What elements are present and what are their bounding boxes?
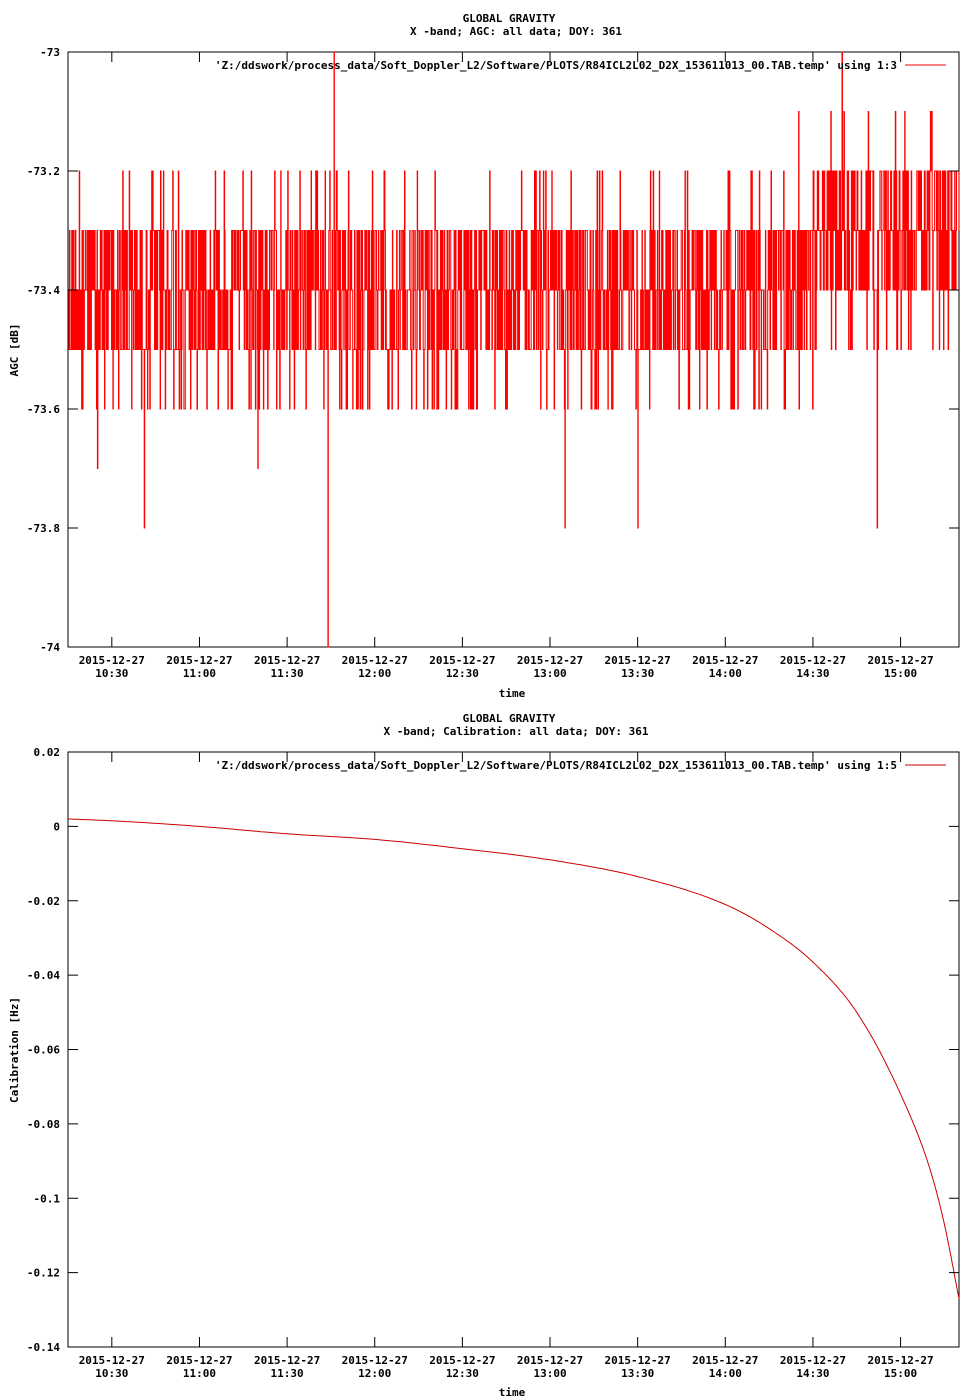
x-tick-time-label: 11:00 [183, 1367, 216, 1380]
x-tick-time-label: 15:00 [884, 667, 917, 680]
calibration-series-line [67, 818, 960, 1299]
agc-y-axis: -73 -73.2 -73.4 -73.6 -73.8 -74 [27, 46, 959, 654]
y-tick-label: -0.12 [27, 1267, 60, 1280]
x-tick-time-label: 13:00 [533, 1367, 566, 1380]
x-tick-time-label: 14:30 [796, 667, 829, 680]
x-tick-date-label: 2015-12-27 [429, 654, 495, 667]
x-tick-date-label: 2015-12-27 [79, 654, 145, 667]
y-tick-label: -73.8 [27, 522, 60, 535]
x-tick-time-label: 14:00 [709, 667, 742, 680]
x-tick-time-label: 10:30 [95, 667, 128, 680]
y-tick-label: -73.2 [27, 165, 60, 178]
x-tick-date-label: 2015-12-27 [254, 1354, 320, 1367]
x-tick-date-label: 2015-12-27 [605, 654, 671, 667]
calibration-y-axis: 0.02 0 -0.02 -0.04 -0.06 -0.08 -0.1 -0.12 -0.14 [27, 746, 959, 1354]
y-tick-label: 0 [53, 820, 60, 833]
x-tick-time-label: 13:30 [621, 667, 654, 680]
x-tick-date-label: 2015-12-27 [429, 1354, 495, 1367]
agc-data-line [68, 51, 960, 648]
x-tick-date-label: 2015-12-27 [605, 1354, 671, 1367]
calibration-data-line [67, 818, 960, 1299]
x-tick-date-label: 2015-12-27 [342, 654, 408, 667]
x-tick-time-label: 14:00 [709, 1367, 742, 1380]
agc-plot-frame [67, 51, 960, 648]
x-tick-time-label: 15:00 [884, 1367, 917, 1380]
agc-chart-title: GLOBAL GRAVITY [463, 12, 556, 25]
calibration-x-axis: 2015-12-2710:302015-12-2711:002015-12-27… [79, 752, 934, 1380]
x-tick-date-label: 2015-12-27 [342, 1354, 408, 1367]
agc-x-axis: 2015-12-2710:302015-12-2711:002015-12-27… [79, 52, 934, 680]
x-tick-time-label: 14:30 [796, 1367, 829, 1380]
x-tick-date-label: 2015-12-27 [692, 654, 758, 667]
calibration-legend-label: 'Z:/ddswork/process_data/Soft_Doppler_L2… [215, 759, 897, 772]
y-tick-label: -73 [40, 46, 60, 59]
x-tick-date-label: 2015-12-27 [517, 1354, 583, 1367]
x-tick-time-label: 13:00 [533, 667, 566, 680]
y-tick-label: -0.04 [27, 969, 60, 982]
agc-chart-subtitle: X -band; AGC: all data; DOY: 361 [410, 25, 622, 38]
y-tick-label: -73.4 [27, 284, 60, 297]
x-tick-date-label: 2015-12-27 [867, 654, 933, 667]
x-tick-date-label: 2015-12-27 [692, 1354, 758, 1367]
x-tick-date-label: 2015-12-27 [166, 1354, 232, 1367]
y-tick-label: -0.14 [27, 1341, 60, 1354]
x-tick-date-label: 2015-12-27 [867, 1354, 933, 1367]
x-tick-date-label: 2015-12-27 [166, 654, 232, 667]
agc-y-axis-label: AGC [dB] [8, 324, 21, 377]
y-tick-label: -73.6 [27, 403, 60, 416]
agc-series-line [68, 51, 960, 648]
agc-x-axis-label: time [499, 687, 526, 700]
x-tick-time-label: 12:30 [446, 1367, 479, 1380]
calibration-chart-title: GLOBAL GRAVITY [463, 712, 556, 725]
agc-legend-label: 'Z:/ddswork/process_data/Soft_Doppler_L2… [215, 59, 897, 72]
x-tick-time-label: 11:00 [183, 667, 216, 680]
y-tick-label: -0.08 [27, 1118, 60, 1131]
y-tick-label: -74 [40, 641, 60, 654]
x-tick-time-label: 12:00 [358, 667, 391, 680]
calibration-x-axis-label: time [499, 1386, 526, 1399]
x-tick-date-label: 2015-12-27 [517, 654, 583, 667]
agc-chart: GLOBAL GRAVITY X -band; AGC: all data; D… [8, 12, 960, 700]
calibration-chart-subtitle: X -band; Calibration: all data; DOY: 361 [384, 725, 649, 738]
x-tick-time-label: 11:30 [271, 667, 304, 680]
calibration-chart: GLOBAL GRAVITY X -band; Calibration: all… [8, 712, 960, 1399]
x-tick-time-label: 12:00 [358, 1367, 391, 1380]
x-tick-date-label: 2015-12-27 [254, 654, 320, 667]
x-tick-time-label: 11:30 [271, 1367, 304, 1380]
y-tick-label: -0.02 [27, 895, 60, 908]
y-tick-label: 0.02 [34, 746, 61, 759]
x-tick-time-label: 10:30 [95, 1367, 128, 1380]
y-tick-label: -0.1 [34, 1192, 61, 1205]
x-tick-time-label: 12:30 [446, 667, 479, 680]
x-tick-date-label: 2015-12-27 [780, 1354, 846, 1367]
y-tick-label: -0.06 [27, 1044, 60, 1057]
x-tick-date-label: 2015-12-27 [79, 1354, 145, 1367]
calibration-y-axis-label: Calibration [Hz] [8, 997, 21, 1103]
x-tick-time-label: 13:30 [621, 1367, 654, 1380]
x-tick-date-label: 2015-12-27 [780, 654, 846, 667]
